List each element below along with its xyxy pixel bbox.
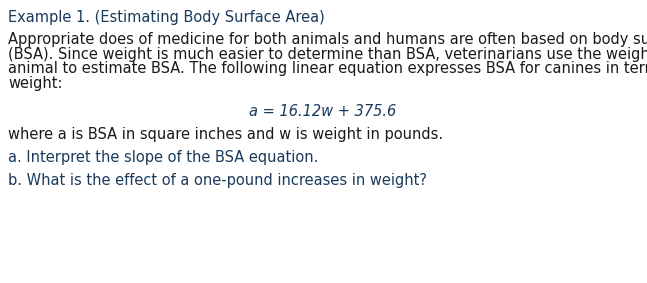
Text: weight:: weight: (8, 76, 63, 91)
Text: where a is BSA in square inches and w is weight in pounds.: where a is BSA in square inches and w is… (8, 127, 443, 142)
Text: (BSA). Since weight is much easier to determine than BSA, veterinarians use the : (BSA). Since weight is much easier to de… (8, 47, 647, 62)
Text: Appropriate does of medicine for both animals and humans are often based on body: Appropriate does of medicine for both an… (8, 33, 647, 48)
Text: animal to estimate BSA. The following linear equation expresses BSA for canines : animal to estimate BSA. The following li… (8, 61, 647, 76)
Text: a = 16.12w + 375.6: a = 16.12w + 375.6 (249, 104, 397, 119)
Text: a. Interpret the slope of the BSA equation.: a. Interpret the slope of the BSA equati… (8, 150, 318, 165)
Text: b. What is the effect of a one-pound increases in weight?: b. What is the effect of a one-pound inc… (8, 173, 427, 188)
Text: Example 1. (Estimating Body Surface Area): Example 1. (Estimating Body Surface Area… (8, 10, 325, 25)
